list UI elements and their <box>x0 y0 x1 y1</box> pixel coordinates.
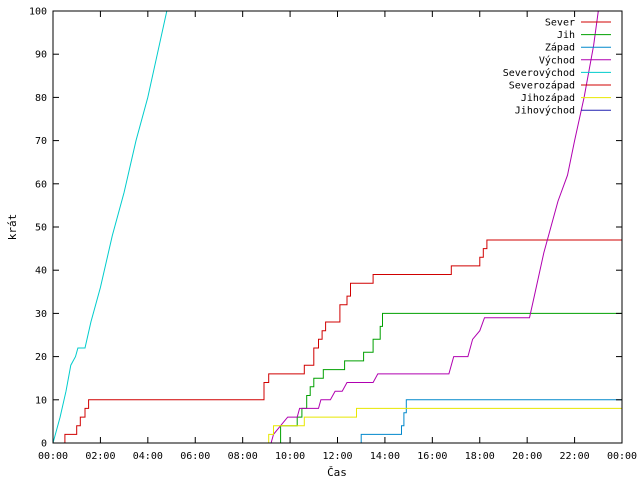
legend-label: Sever <box>545 18 575 29</box>
x-tick-label: 14:00 <box>370 451 400 462</box>
x-tick-label: 08:00 <box>228 451 258 462</box>
series-line-3 <box>270 11 599 443</box>
x-tick-label: 22:00 <box>560 451 590 462</box>
y-tick-label: 70 <box>35 136 47 147</box>
legend-label: Severovýchod <box>503 67 575 79</box>
series-line-1 <box>280 312 622 443</box>
series-line-4 <box>53 11 168 443</box>
y-tick-label: 90 <box>35 50 47 61</box>
y-tick-label: 30 <box>35 309 47 320</box>
y-tick-label: 10 <box>35 395 47 406</box>
x-tick-label: 18:00 <box>465 451 495 462</box>
series-line-6 <box>268 407 622 443</box>
series-line-0 <box>64 239 622 443</box>
x-tick-label: 00:00 <box>607 451 637 462</box>
y-tick-label: 60 <box>35 179 47 190</box>
x-tick-label: 06:00 <box>180 451 210 462</box>
y-tick-label: 100 <box>29 7 47 18</box>
x-tick-label: 02:00 <box>85 451 115 462</box>
x-tick-label: 20:00 <box>512 451 542 462</box>
legend-label: Jihovýchod <box>515 105 575 117</box>
x-tick-label: 12:00 <box>322 451 352 462</box>
legend-label: Jih <box>557 30 575 41</box>
legend-label: Východ <box>539 54 575 66</box>
series-layer <box>53 11 622 443</box>
x-tick-label: 04:00 <box>133 451 163 462</box>
y-tick-label: 80 <box>35 93 47 104</box>
y-tick-label: 40 <box>35 266 47 277</box>
legend-label: Západ <box>545 42 575 54</box>
y-tick-label: 50 <box>35 223 47 234</box>
legend: SeverJihZápadVýchodSeverovýchodSeverozáp… <box>503 18 611 117</box>
x-tick-label: 10:00 <box>275 451 305 462</box>
x-axis-label: Čas <box>327 466 347 479</box>
y-axis-label: krát <box>6 214 19 241</box>
x-tick-label: 00:00 <box>38 451 68 462</box>
legend-label: Jihozápad <box>521 92 575 104</box>
y-tick-label: 20 <box>35 352 47 363</box>
y-tick-label: 0 <box>41 439 47 450</box>
series-line-2 <box>360 399 622 443</box>
legend-label: Severozápad <box>509 80 575 92</box>
axes-layer: 0 10 20 30 40 50 60 70 80 90 100 00:00 02:00 04:00 06:… <box>29 7 637 463</box>
x-tick-label: 16:00 <box>417 451 447 462</box>
